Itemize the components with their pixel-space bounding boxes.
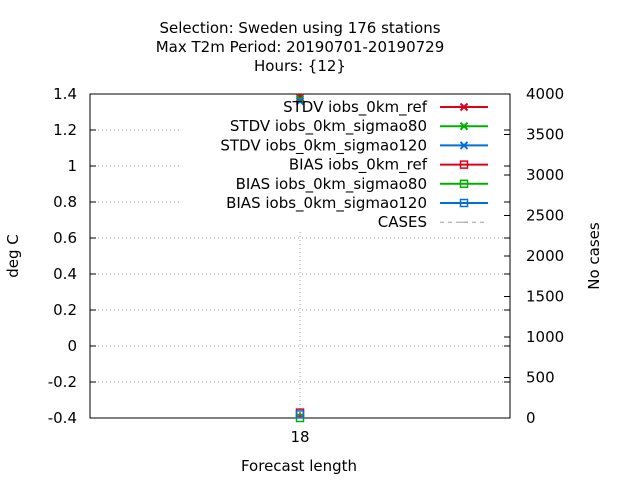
y2-tick-label: 3000 [526, 166, 564, 184]
y2-axis: 4000 3500 3000 2500 2000 1500 1000 500 0 [504, 85, 564, 427]
y2-tick-label: 2500 [526, 207, 564, 225]
legend-label: STDV iobs_0km_ref [283, 98, 428, 117]
y2-tick-label: 0 [526, 409, 536, 427]
legend-label: BIAS iobs_0km_sigmao120 [226, 194, 427, 213]
legend-label: STDV iobs_0km_sigmao120 [220, 136, 427, 155]
legend-label: CASES [378, 213, 427, 231]
legend-swatch-marker [459, 179, 469, 189]
legend-label: STDV iobs_0km_sigmao80 [230, 117, 427, 136]
point-series-1-0-stroke-b [295, 95, 305, 104]
y-tick-label: -0.4 [48, 409, 77, 427]
y-tick-label: -0.2 [48, 373, 77, 391]
y-axis: 1.4 1.2 1 0.8 0.6 0.4 0.2 0 -0.2 -0.4 [48, 85, 510, 427]
y-tick-label: 0.2 [53, 301, 77, 319]
point-series-2-0-stroke-b [295, 96, 305, 106]
y-tick-label: 1.2 [53, 121, 77, 139]
y2-tick-label: 2000 [526, 247, 564, 265]
y-tick-label: 1 [67, 157, 77, 175]
y-tick-label: 0.4 [53, 265, 77, 283]
title-line-1: Selection: Sweden using 176 stations [159, 19, 440, 37]
legend-swatch-marker-stroke-b [459, 121, 469, 131]
x-axis-label: Forecast length [241, 457, 357, 475]
legend-swatch-marker [459, 160, 469, 169]
grid-lines [90, 129, 510, 418]
title-line-3: Hours: {12} [254, 57, 346, 75]
legend-label: BIAS iobs_0km_ref [289, 156, 428, 175]
legend-label: BIAS iobs_0km_sigmao80 [236, 175, 427, 194]
title-line-2: Max T2m Period: 20190701-20190729 [156, 38, 445, 56]
y-tick-label: 0.6 [53, 229, 77, 247]
legend-swatch-marker-stroke-b [459, 141, 469, 150]
point-series-1-0 [295, 95, 305, 104]
y2-tick-label: 4000 [526, 85, 564, 103]
y-tick-label: 1.4 [53, 85, 77, 103]
data-marks [295, 93, 305, 423]
y-axis-label: deg C [4, 234, 22, 278]
legend-swatch-marker [459, 141, 469, 150]
legend-swatch-marker [459, 121, 469, 131]
legend-swatch-marker [459, 198, 469, 208]
y-tick-label: 0.8 [53, 193, 77, 211]
y2-tick-label: 500 [526, 369, 555, 387]
point-series-2-0 [295, 96, 305, 106]
y2-axis-label: No cases [585, 222, 603, 290]
legend-swatch-marker-stroke-b [459, 102, 469, 112]
y2-tick-label: 3500 [526, 126, 564, 144]
point-series-5-0 [295, 410, 305, 419]
y2-tick-label: 1500 [526, 288, 564, 306]
legend-swatch-marker [459, 102, 469, 112]
y2-tick-label: 1000 [526, 328, 564, 346]
chart-title: Selection: Sweden using 176 stations Max… [156, 19, 445, 75]
y-tick-label: 0 [67, 337, 77, 355]
x-tick-label: 18 [290, 428, 309, 446]
